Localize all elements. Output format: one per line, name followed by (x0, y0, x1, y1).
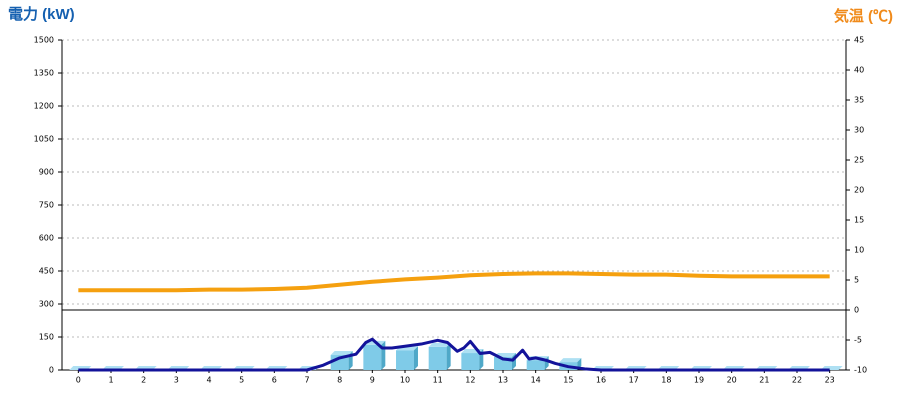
right-axis-title: 気温 (℃) (834, 7, 893, 25)
y2-tick-label: 20 (854, 186, 864, 195)
bar-top (559, 358, 582, 363)
y-tick-label: 1500 (34, 36, 54, 45)
x-tick-label: 23 (825, 376, 835, 385)
left-axis-title: 電力 (kW) (8, 5, 75, 23)
x-tick-label: 3 (174, 376, 179, 385)
x-tick-label: 13 (498, 376, 508, 385)
y2-tick-label: 40 (854, 66, 864, 75)
x-tick-label: 17 (629, 376, 639, 385)
x-tick-label: 6 (272, 376, 277, 385)
x-tick-label: 10 (400, 376, 410, 385)
y-tick-label: 0 (49, 366, 54, 375)
x-tick-label: 4 (206, 376, 211, 385)
x-tick-label: 0 (76, 376, 81, 385)
y2-tick-label: -10 (854, 366, 867, 375)
y2-tick-label: 10 (854, 246, 864, 255)
y-tick-label: 150 (39, 333, 54, 342)
x-tick-label: 9 (370, 376, 375, 385)
y2-tick-label: 35 (854, 96, 864, 105)
y2-tick-label: 15 (854, 216, 864, 225)
bar (396, 350, 414, 370)
y2-tick-label: 0 (854, 306, 859, 315)
x-tick-label: 2 (141, 376, 146, 385)
bar-side (446, 342, 451, 370)
x-tick-label: 11 (433, 376, 443, 385)
x-tick-label: 22 (792, 376, 802, 385)
y2-tick-label: 45 (854, 36, 864, 45)
y-tick-label: 900 (39, 168, 54, 177)
y2-tick-label: 5 (854, 276, 859, 285)
y-tick-label: 1350 (34, 69, 54, 78)
bar (363, 344, 382, 370)
temperature-line (78, 271, 830, 293)
x-tick-label: 14 (531, 376, 541, 385)
power-line (78, 337, 830, 372)
x-tick-label: 5 (239, 376, 244, 385)
y-tick-label: 300 (39, 300, 54, 309)
bar-top (330, 351, 353, 356)
bar-top (428, 342, 451, 347)
y-tick-label: 750 (39, 201, 54, 210)
y-tick-label: 450 (39, 267, 54, 276)
x-tick-label: 12 (465, 376, 475, 385)
bar (526, 360, 545, 370)
y-tick-label: 600 (39, 234, 54, 243)
bar (461, 353, 480, 370)
bar (428, 346, 447, 370)
y2-tick-label: 25 (854, 156, 864, 165)
x-tick-label: 1 (108, 376, 113, 385)
y-tick-label: 1050 (34, 135, 54, 144)
x-tick-label: 15 (563, 376, 573, 385)
y2-tick-label: -5 (854, 336, 862, 345)
y-tick-label: 1200 (34, 102, 54, 111)
bar-side (381, 340, 386, 370)
x-tick-label: 19 (694, 376, 704, 385)
x-tick-label: 16 (596, 376, 606, 385)
y2-tick-label: 30 (854, 126, 864, 135)
x-tick-label: 7 (304, 376, 309, 385)
bar-side (413, 346, 418, 370)
x-tick-label: 18 (661, 376, 671, 385)
x-tick-label: 21 (759, 376, 769, 385)
x-tick-label: 20 (727, 376, 737, 385)
x-tick-label: 8 (337, 376, 342, 385)
